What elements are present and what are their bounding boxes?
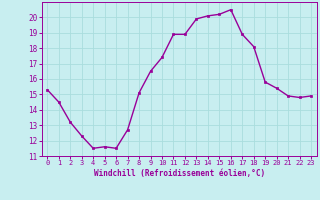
X-axis label: Windchill (Refroidissement éolien,°C): Windchill (Refroidissement éolien,°C) [94,169,265,178]
